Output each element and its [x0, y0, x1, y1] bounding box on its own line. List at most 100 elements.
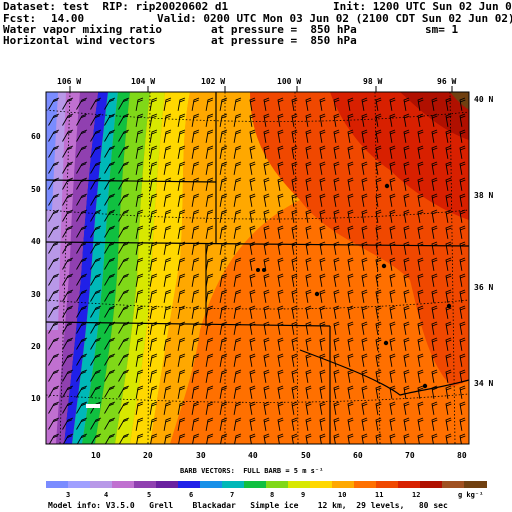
wind-barb [305, 273, 312, 287]
wind-barb [163, 337, 172, 351]
wind-barb [233, 225, 242, 239]
wind-barb [417, 337, 424, 351]
wind-barb [90, 209, 102, 222]
wind-barb [135, 385, 144, 399]
wind-barb [319, 129, 326, 143]
wind-barb [76, 145, 88, 158]
wind-barb [333, 129, 340, 143]
wind-barb [205, 289, 214, 303]
wind-barb [277, 321, 284, 335]
wind-barb [333, 145, 340, 159]
wind-barb [149, 385, 158, 399]
wind-barb [305, 161, 312, 175]
wind-barb [135, 241, 144, 255]
wind-barb [263, 129, 270, 143]
wind-barb [459, 369, 466, 383]
lon-label: 100 W [277, 77, 302, 86]
wind-barb [249, 289, 256, 303]
wind-barb [233, 145, 242, 159]
wind-barb [375, 321, 382, 335]
wind-barb [205, 353, 214, 367]
wind-barb [417, 289, 424, 303]
wind-barb [291, 225, 298, 239]
wind-barb [389, 177, 396, 191]
wind-barb [305, 289, 312, 303]
x-tick-label: 40 [248, 451, 258, 460]
x-tick-label: 20 [143, 451, 153, 460]
wind-barb [431, 145, 438, 159]
wind-barb [445, 337, 452, 351]
wind-barb [163, 401, 172, 415]
wind-barb [149, 401, 158, 415]
wind-barb [149, 161, 158, 175]
wind-barb [48, 257, 60, 270]
wind-barb [205, 305, 214, 319]
wind-barb [90, 129, 102, 142]
wind-barb [375, 225, 382, 239]
wind-barb [361, 321, 368, 335]
wind-barb [191, 385, 200, 399]
wind-barb [305, 385, 312, 399]
wind-barb [263, 353, 270, 367]
model-info: Model info: V3.5.0 Grell Blackadar Simpl… [48, 501, 448, 510]
wind-barb [417, 161, 424, 175]
wind-barb [319, 321, 326, 335]
wind-barb [361, 161, 368, 175]
wind-barb [205, 369, 214, 383]
wind-barb [333, 177, 340, 191]
wind-barb [177, 337, 186, 351]
wind-barb [48, 225, 60, 238]
wind-barb [305, 353, 312, 367]
wind-barb [135, 129, 144, 143]
wind-barb [90, 145, 102, 158]
wind-barb [135, 401, 144, 415]
wind-barb [118, 369, 130, 382]
scale-color-cell [398, 481, 421, 488]
wind-barb [104, 369, 116, 382]
wind-barb [90, 385, 102, 398]
wind-barb [319, 177, 326, 191]
wind-barb [333, 417, 340, 431]
wind-barb [249, 177, 256, 191]
x-tick-label: 10 [91, 451, 101, 460]
wind-barb [104, 401, 116, 414]
y-tick-label: 60 [31, 132, 41, 141]
scale-tick-label: 11 [375, 491, 384, 499]
wind-barb [219, 177, 228, 191]
wind-barb [149, 97, 158, 111]
wind-barb [361, 145, 368, 159]
wind-barb [403, 193, 410, 207]
wind-barb [219, 257, 228, 271]
wind-barb [163, 305, 172, 319]
wind-barb [90, 225, 102, 238]
wind-barb [249, 353, 256, 367]
wind-barb [319, 145, 326, 159]
lon-label: 106 W [57, 77, 82, 86]
wind-barb [76, 433, 88, 444]
scale-color-cell [200, 481, 223, 488]
wind-barb [305, 417, 312, 431]
wind-barb [389, 113, 396, 127]
wind-barb [291, 417, 298, 431]
wind-barb [205, 385, 214, 399]
wind-barb [104, 225, 116, 238]
wind-barb [249, 225, 256, 239]
wind-barb [177, 225, 186, 239]
wind-barb [361, 97, 368, 111]
wind-barb [361, 273, 368, 287]
wind-barb [263, 433, 270, 444]
wind-barb [361, 337, 368, 351]
wind-barb [375, 241, 382, 255]
wind-barb [205, 321, 214, 335]
wind-barb [177, 177, 186, 191]
wind-barb [249, 241, 256, 255]
wind-barb [205, 161, 214, 175]
wind-barb [104, 289, 116, 302]
wind-barb [76, 417, 88, 430]
wind-barb [62, 257, 74, 270]
wind-barb [277, 401, 284, 415]
wind-barb [249, 369, 256, 383]
wind-barb [431, 209, 438, 223]
wind-barb [417, 97, 424, 111]
wind-barb [219, 417, 228, 431]
